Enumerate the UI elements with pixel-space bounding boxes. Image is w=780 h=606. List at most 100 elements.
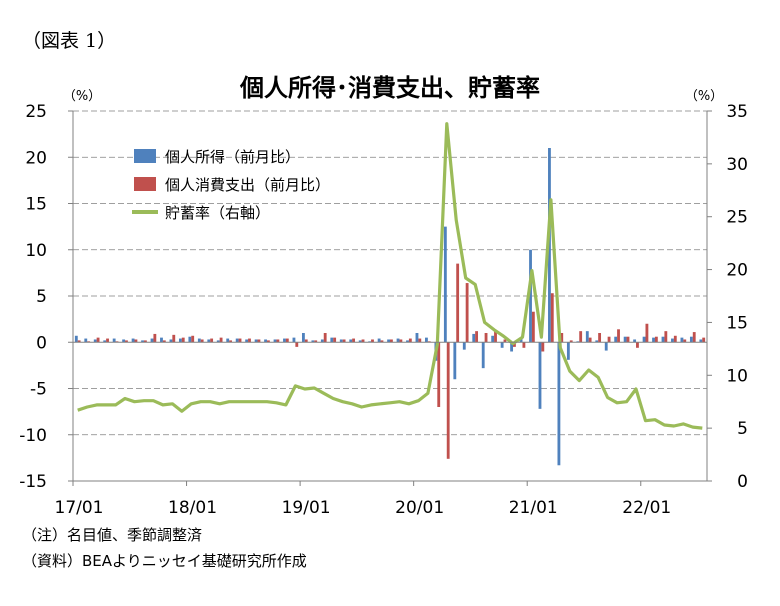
bar-income: [292, 337, 296, 343]
x-tick-label: 22/01: [622, 498, 671, 518]
bar-consumption: [683, 339, 687, 343]
bar-income: [387, 339, 390, 343]
bar-income: [652, 337, 655, 343]
bar-income: [548, 148, 551, 343]
bar-consumption: [106, 338, 109, 343]
right-tick-label: 0: [737, 472, 748, 492]
bar-income: [339, 339, 343, 343]
bar-income: [160, 337, 163, 343]
bar-income: [661, 336, 665, 343]
bar-income: [699, 339, 703, 343]
bar-income: [671, 338, 674, 343]
left-tick-label: -15: [19, 472, 47, 492]
bar-income: [235, 338, 239, 343]
bar-consumption: [77, 340, 81, 343]
bar-income: [311, 340, 315, 343]
bar-income: [481, 342, 485, 369]
bar-consumption: [191, 335, 195, 343]
right-tick-label: 20: [726, 261, 748, 281]
bar-income: [614, 336, 618, 343]
x-tick-label: 21/01: [509, 498, 558, 518]
bar-income: [84, 338, 88, 343]
left-unit: （%）: [63, 89, 101, 104]
bar-consumption: [229, 340, 232, 343]
bar-income: [273, 339, 277, 343]
bar-consumption: [134, 339, 138, 343]
x-tick-label: 20/01: [395, 498, 444, 518]
right-tick-label: 30: [726, 155, 748, 175]
bar-income: [131, 338, 135, 343]
bar-consumption: [390, 339, 393, 343]
bar-consumption: [361, 339, 365, 343]
bar-consumption: [541, 342, 545, 352]
right-tick-label: 10: [726, 366, 748, 386]
bar-income: [529, 249, 532, 343]
bar-consumption: [588, 337, 592, 343]
bar-income: [453, 342, 457, 380]
bar-consumption: [418, 338, 422, 343]
bar-consumption: [295, 342, 299, 347]
x-tick-label: 17/01: [55, 498, 104, 518]
bar-consumption: [531, 311, 535, 343]
bar-consumption: [210, 338, 214, 343]
bar-consumption: [437, 342, 441, 407]
bar-income: [377, 338, 381, 343]
bar-income: [519, 338, 523, 343]
bar-consumption: [399, 339, 403, 343]
bar-consumption: [579, 331, 583, 343]
bar-income: [349, 339, 353, 343]
bar-consumption: [446, 342, 450, 459]
bar-consumption: [475, 331, 479, 343]
left-tick-label: 25: [25, 102, 47, 122]
bar-income: [566, 342, 570, 360]
bar-income: [510, 342, 514, 352]
bar-income: [623, 336, 627, 343]
bar-consumption: [181, 337, 185, 343]
bar-income: [491, 335, 495, 343]
bar-income: [112, 338, 116, 343]
bar-income: [283, 338, 286, 343]
bar-income: [585, 331, 589, 343]
bar-consumption: [285, 338, 289, 343]
legend-label-saving: 貯蓄率（右軸）: [165, 204, 270, 222]
bar-income: [320, 339, 324, 343]
bar-consumption: [172, 334, 176, 343]
bar-income: [425, 337, 428, 343]
bar-consumption: [664, 331, 668, 343]
right-tick-label: 25: [726, 208, 748, 228]
bar-income: [500, 342, 504, 348]
bar-consumption: [560, 333, 564, 343]
bar-income: [415, 333, 419, 343]
bar-consumption: [673, 335, 677, 343]
bar-consumption: [408, 338, 412, 343]
x-tick-label: 19/01: [282, 498, 331, 518]
bar-income: [169, 339, 173, 343]
chart-title: 個人所得･消費支出、貯蓄率: [240, 74, 540, 102]
bar-income: [254, 339, 258, 343]
bar-income: [178, 338, 182, 343]
bar-consumption: [323, 333, 327, 343]
bar-consumption: [304, 339, 308, 343]
bar-income: [207, 339, 211, 343]
bar-consumption: [162, 340, 166, 343]
bar-consumption: [522, 342, 526, 348]
bar-consumption: [333, 337, 337, 343]
bar-consumption: [692, 332, 696, 343]
left-tick-label: -10: [19, 426, 47, 446]
axes: 25 20 15 10 5 0 -5 -10 -15 35 30 25 20 15 10 5 0 （%） （%） 17…: [19, 89, 748, 518]
legend-swatch-consumption: [134, 177, 156, 191]
right-unit: （%）: [685, 89, 723, 104]
bar-consumption: [238, 338, 242, 343]
bar-income: [330, 337, 334, 343]
x-tick-label: 18/01: [168, 498, 217, 518]
bar-consumption: [200, 339, 204, 343]
bar-income: [680, 337, 684, 343]
bar-income: [604, 342, 608, 351]
bar-consumption: [266, 340, 270, 343]
legend-swatch-income: [134, 149, 156, 163]
footnote-source: （資料）BEAよりニッセイ基礎研究所作成: [22, 552, 307, 570]
line-series: [77, 122, 703, 430]
bar-consumption: [371, 339, 374, 343]
bar-income: [633, 339, 637, 343]
right-tick-label: 35: [726, 102, 748, 122]
